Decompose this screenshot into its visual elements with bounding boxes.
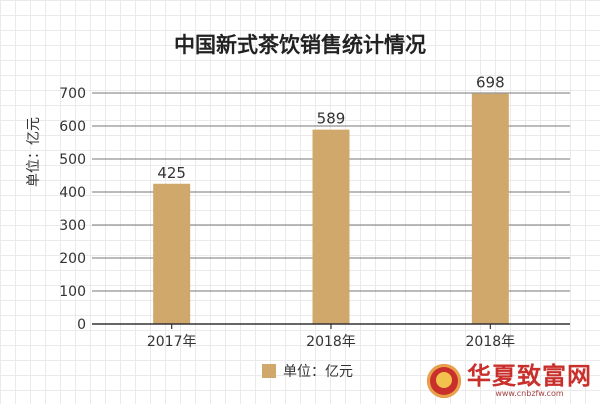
watermark: 华夏致富网 www.cnbzfw.com: [427, 364, 592, 398]
y-axis-ticks: 0 100 200 300 400 500 600 700: [59, 86, 86, 333]
y-tick-label: 500: [59, 152, 86, 168]
x-axis-ticks: 2017年 2018年 2018年: [147, 324, 515, 350]
x-tick-label: 2018年: [306, 334, 356, 350]
y-axis-label: 单位：亿元: [26, 117, 42, 187]
bar: [153, 183, 191, 324]
y-tick-label: 600: [59, 119, 86, 135]
y-tick-label: 100: [59, 284, 86, 300]
watermark-subtext: www.cnbzfw.com: [495, 389, 564, 398]
y-tick-label: 200: [59, 251, 86, 267]
legend-swatch: [262, 364, 276, 378]
bar: [312, 129, 350, 324]
data-label: 589: [317, 110, 346, 128]
data-label: 425: [157, 164, 186, 182]
bar: [471, 93, 509, 324]
data-label: 698: [476, 74, 505, 92]
y-tick-label: 400: [59, 185, 86, 201]
x-tick-label: 2017年: [147, 334, 197, 350]
y-tick-label: 0: [77, 317, 86, 333]
y-tick-label: 300: [59, 218, 86, 234]
watermark-logo-icon: [427, 364, 461, 398]
legend-label: 单位：亿元: [283, 364, 353, 380]
y-tick-label: 700: [59, 86, 86, 102]
watermark-text: 华夏致富网: [467, 361, 592, 390]
legend: 单位：亿元: [262, 364, 353, 380]
x-tick-label: 2018年: [466, 334, 516, 350]
data-labels: 425 589 698: [157, 74, 504, 182]
chart-title: 中国新式茶饮销售统计情况: [174, 33, 426, 57]
bars: [153, 93, 509, 324]
